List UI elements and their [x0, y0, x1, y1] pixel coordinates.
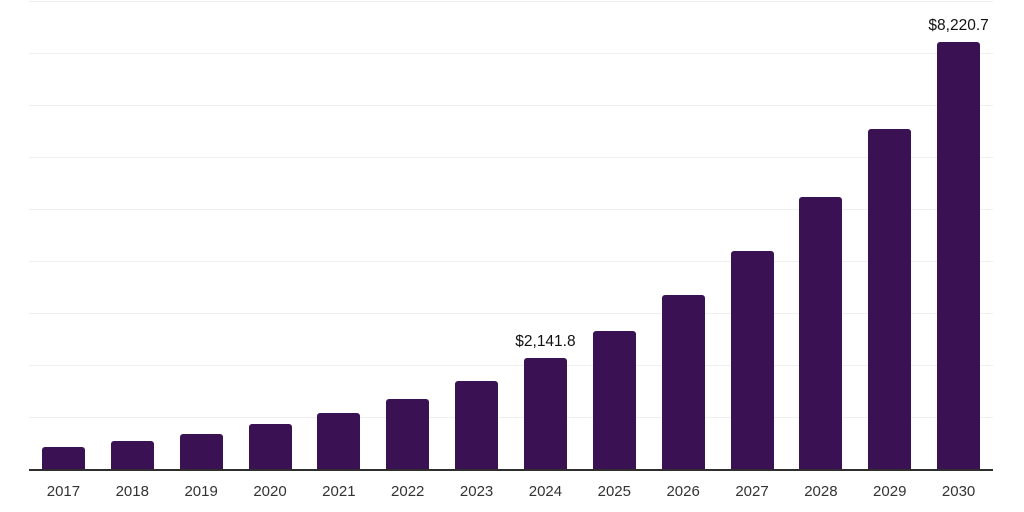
gridline-9000 — [29, 1, 993, 2]
x-tick-2019: 2019 — [184, 483, 218, 500]
x-tick-2026: 2026 — [666, 483, 700, 500]
gridline-1000 — [29, 417, 993, 418]
gridline-3000 — [29, 313, 993, 314]
bars-container: $2,141.8 $8,220.7 — [29, 1, 993, 469]
gridline-7000 — [29, 105, 993, 106]
x-tick-2029: 2029 — [873, 483, 907, 500]
bar-slot-2018 — [98, 1, 167, 469]
bar-2021 — [317, 412, 361, 469]
x-tick-2028: 2028 — [804, 483, 838, 500]
plot-area: $2,141.8 $8,220.7 — [29, 1, 993, 471]
x-tick-2025: 2025 — [597, 483, 631, 500]
bar-2017 — [41, 446, 85, 469]
bar-slot-2029 — [855, 1, 924, 469]
bar-2029 — [868, 128, 912, 469]
bar-2024 — [523, 357, 567, 469]
bar-slot-2026 — [649, 1, 718, 469]
x-tick-2020: 2020 — [253, 483, 287, 500]
x-axis-labels: 2017 2018 2019 2020 2021 2022 2023 2024 2025 2026… — [29, 483, 993, 500]
x-tick-2030: 2030 — [941, 483, 976, 500]
bar-slot-2019 — [167, 1, 236, 469]
x-tick-2017: 2017 — [46, 483, 81, 500]
bar-2019 — [179, 434, 223, 469]
data-label-2030: $8,220.7 — [928, 16, 989, 34]
gridline-4000 — [29, 261, 993, 262]
bar-slot-2030: $8,220.7 — [924, 1, 993, 469]
bar-2022 — [386, 398, 430, 469]
bar-slot-2025 — [580, 1, 649, 469]
gridline-5000 — [29, 209, 993, 210]
bar-slot-2017 — [29, 1, 98, 469]
gridline-8000 — [29, 53, 993, 54]
bar-slot-2027 — [718, 1, 787, 469]
bar-2020 — [248, 424, 292, 469]
data-label-2024: $2,141.8 — [515, 332, 576, 350]
bar-2028 — [799, 196, 843, 469]
bar-slot-2022 — [373, 1, 442, 469]
x-tick-2023: 2023 — [459, 483, 494, 500]
bar-slot-2028 — [786, 1, 855, 469]
bar-2023 — [455, 380, 499, 469]
x-tick-2024: 2024 — [528, 483, 563, 500]
gridline-6000 — [29, 157, 993, 158]
bar-slot-2024: $2,141.8 — [511, 1, 580, 469]
gridline-2000 — [29, 365, 993, 366]
bar-slot-2020 — [236, 1, 305, 469]
x-tick-2027: 2027 — [735, 483, 769, 500]
x-tick-2021: 2021 — [322, 483, 356, 500]
bar-2027 — [730, 251, 774, 469]
bar-2030 — [937, 41, 981, 469]
bar-2026 — [661, 295, 705, 469]
bar-slot-2023 — [442, 1, 511, 469]
bar-2018 — [110, 440, 154, 469]
x-tick-2018: 2018 — [115, 483, 149, 500]
bar-2025 — [592, 331, 636, 469]
x-axis-line — [29, 469, 993, 471]
x-tick-2022: 2022 — [391, 483, 425, 500]
bar-slot-2021 — [304, 1, 373, 469]
